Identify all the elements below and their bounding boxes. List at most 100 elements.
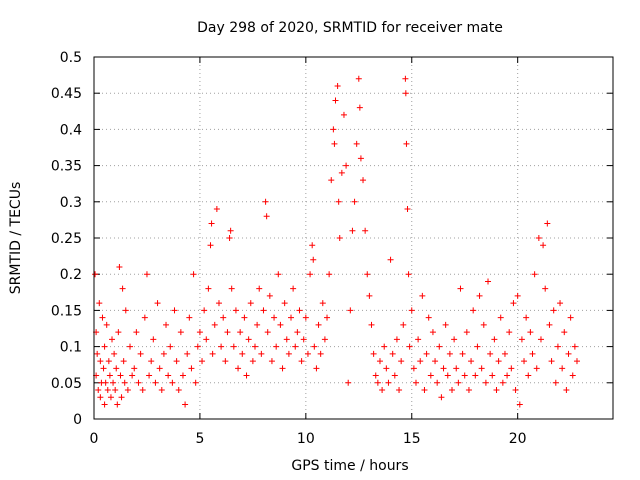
data-point	[468, 358, 475, 365]
data-point	[101, 401, 108, 408]
data-point	[504, 372, 511, 379]
data-point	[154, 300, 161, 307]
data-point	[268, 358, 275, 365]
data-point	[533, 365, 540, 372]
data-point	[209, 350, 216, 357]
y-tick-label: 0.5	[60, 50, 82, 66]
data-point	[167, 343, 174, 350]
data-point	[211, 321, 218, 328]
data-point	[470, 307, 477, 314]
data-point	[412, 379, 419, 386]
data-point	[114, 401, 121, 408]
data-point	[95, 387, 102, 394]
data-point	[243, 372, 250, 379]
data-point	[201, 307, 208, 314]
data-point	[349, 227, 356, 234]
data-point	[215, 300, 222, 307]
data-point	[131, 365, 138, 372]
data-point	[489, 372, 496, 379]
y-tick-label: 0.4	[60, 122, 82, 138]
data-point	[442, 321, 449, 328]
data-point	[104, 387, 111, 394]
data-point	[328, 177, 335, 184]
data-point	[251, 343, 258, 350]
data-point	[573, 358, 580, 365]
data-point	[499, 379, 506, 386]
data-point	[535, 235, 542, 241]
x-axis-title: GPS time / hours	[291, 458, 408, 474]
data-point	[120, 358, 127, 365]
data-point	[99, 314, 106, 321]
data-point	[351, 198, 358, 205]
data-point	[559, 365, 566, 372]
data-point	[146, 372, 153, 379]
data-point	[165, 372, 172, 379]
data-point	[353, 140, 360, 147]
data-point	[370, 350, 377, 357]
data-point	[152, 379, 159, 386]
data-point	[319, 300, 326, 307]
data-point	[177, 329, 184, 336]
y-tick-label: 0	[73, 412, 82, 428]
data-point	[102, 379, 109, 386]
data-point	[345, 379, 352, 386]
data-point	[487, 350, 494, 357]
data-point	[207, 242, 214, 249]
x-tick-label: 0	[90, 431, 99, 447]
data-point	[368, 321, 375, 328]
data-point	[237, 329, 244, 336]
data-point	[364, 271, 371, 278]
data-point	[383, 365, 390, 372]
data-point	[97, 358, 104, 365]
data-point	[135, 379, 142, 386]
data-point	[96, 300, 103, 307]
data-point	[451, 336, 458, 343]
data-point	[121, 379, 128, 386]
y-tick-label: 0.25	[51, 231, 82, 247]
data-point	[186, 314, 193, 321]
data-point	[205, 285, 212, 292]
data-point	[330, 126, 337, 133]
data-point	[529, 350, 536, 357]
data-point	[523, 314, 530, 321]
data-point	[421, 387, 428, 394]
data-point	[111, 350, 118, 357]
data-point	[427, 372, 434, 379]
data-point	[103, 321, 110, 328]
data-point	[199, 358, 206, 365]
data-point	[398, 358, 405, 365]
data-point	[133, 329, 140, 336]
chart-title: Day 298 of 2020, SRMTID for receiver mat…	[197, 20, 503, 36]
data-point	[391, 372, 398, 379]
data-point	[362, 227, 369, 234]
data-point	[419, 292, 426, 299]
data-point	[175, 387, 182, 394]
data-point	[552, 379, 559, 386]
data-point	[465, 387, 472, 394]
data-point	[540, 242, 547, 249]
y-tick-label: 0.35	[51, 159, 82, 175]
data-point	[230, 343, 237, 350]
data-point	[97, 394, 104, 401]
data-point	[213, 206, 220, 213]
data-point	[245, 336, 252, 343]
data-point	[117, 372, 124, 379]
data-point	[124, 387, 131, 394]
data-point	[141, 314, 148, 321]
data-point	[482, 379, 489, 386]
data-point	[296, 307, 303, 314]
data-point	[160, 350, 167, 357]
grid	[94, 57, 613, 419]
data-point	[148, 358, 155, 365]
data-point	[110, 379, 117, 386]
data-point	[372, 372, 379, 379]
y-tick-label: 0.15	[51, 303, 82, 319]
data-point	[571, 343, 578, 350]
axes: 0 0.05 0.1 0.15 0.2 0.25 0.3 0.35 0.4 0.45 0.5 0 5 10…	[51, 50, 613, 447]
data-point	[455, 379, 462, 386]
data-point	[338, 169, 345, 176]
data-point	[118, 394, 125, 401]
data-point	[317, 350, 324, 357]
data-point	[546, 321, 553, 328]
